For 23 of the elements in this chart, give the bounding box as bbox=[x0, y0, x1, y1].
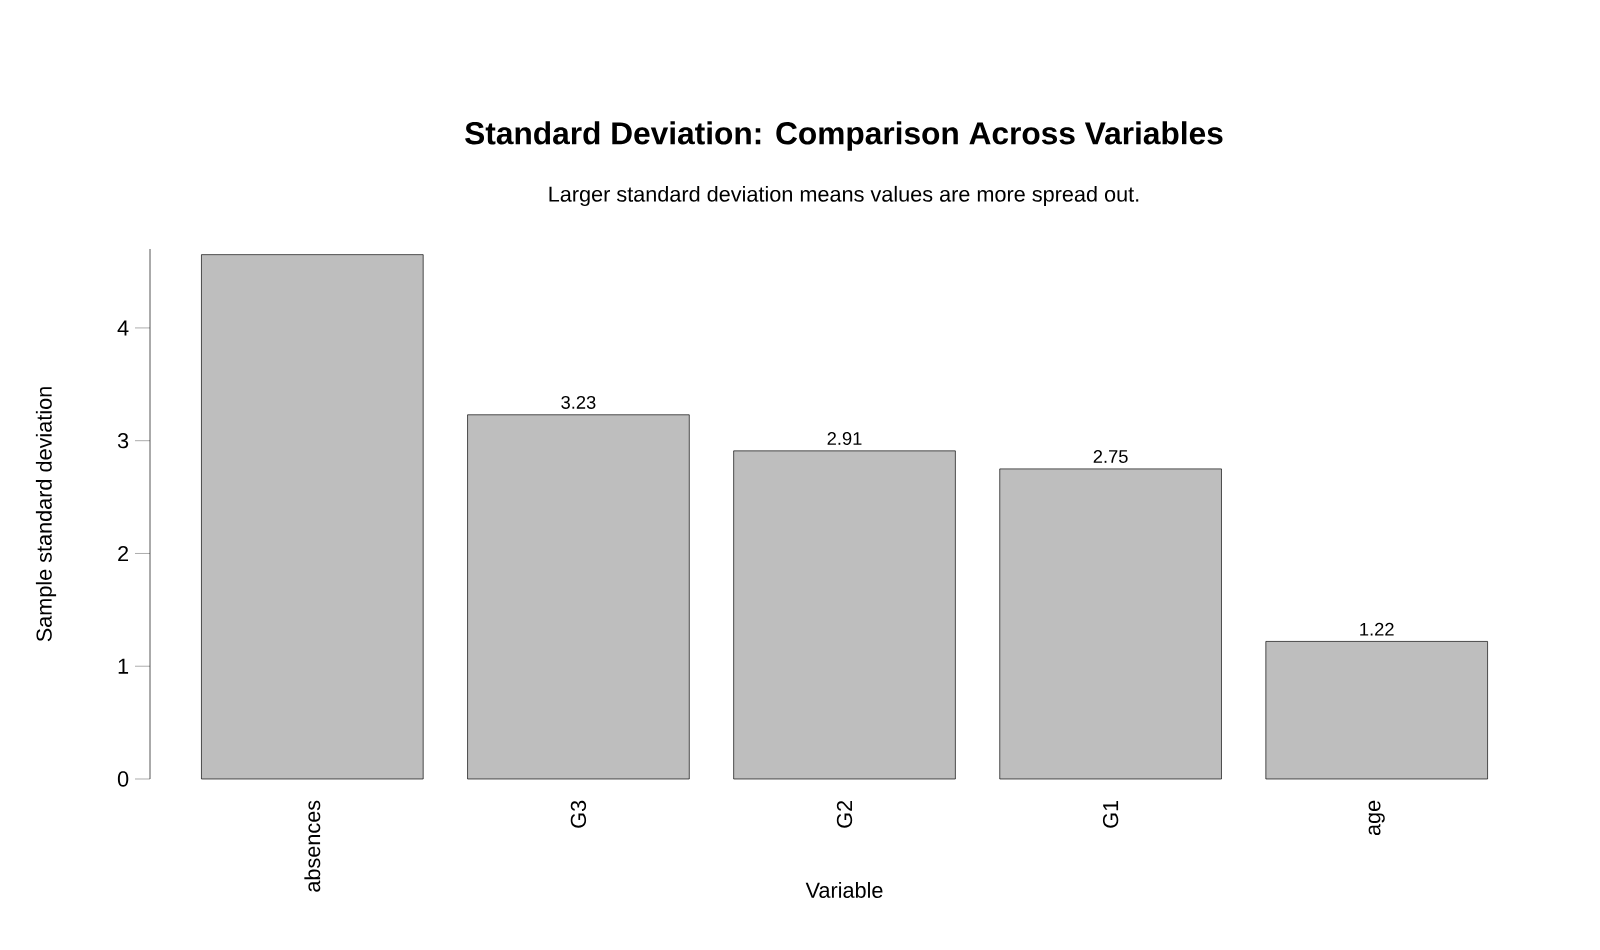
data-label: 2.91 bbox=[827, 432, 862, 445]
data-label: 1.22 bbox=[1360, 622, 1394, 636]
y-tick-label: 0 bbox=[117, 771, 129, 787]
y-tick-label: 4 bbox=[117, 320, 129, 336]
chart-subtitle: Larger standard deviation means values are more spread out. bbox=[549, 185, 1139, 207]
data-label: 2.75 bbox=[1093, 450, 1128, 464]
bar bbox=[733, 450, 956, 780]
y-tick-label: 2 bbox=[118, 545, 129, 562]
bar bbox=[1265, 641, 1488, 780]
bar bbox=[201, 254, 424, 780]
x-axis-title: Variable bbox=[805, 882, 883, 898]
x-tick-label: age bbox=[1368, 800, 1385, 836]
x-tick-label: G3 bbox=[570, 800, 587, 828]
x-tick-label: G2 bbox=[836, 800, 853, 828]
bar bbox=[467, 414, 690, 780]
x-tick-label: absences bbox=[304, 800, 321, 892]
bar bbox=[999, 468, 1222, 780]
x-tick-label: G1 bbox=[1102, 800, 1119, 828]
chart-title: Standard Deviation: Comparison Across Variables bbox=[465, 121, 1223, 151]
y-tick-label: 3 bbox=[117, 433, 129, 449]
y-axis-title: Sample standard deviation bbox=[35, 387, 57, 642]
y-tick-label: 1 bbox=[118, 658, 129, 674]
data-label: 3.23 bbox=[561, 395, 596, 409]
